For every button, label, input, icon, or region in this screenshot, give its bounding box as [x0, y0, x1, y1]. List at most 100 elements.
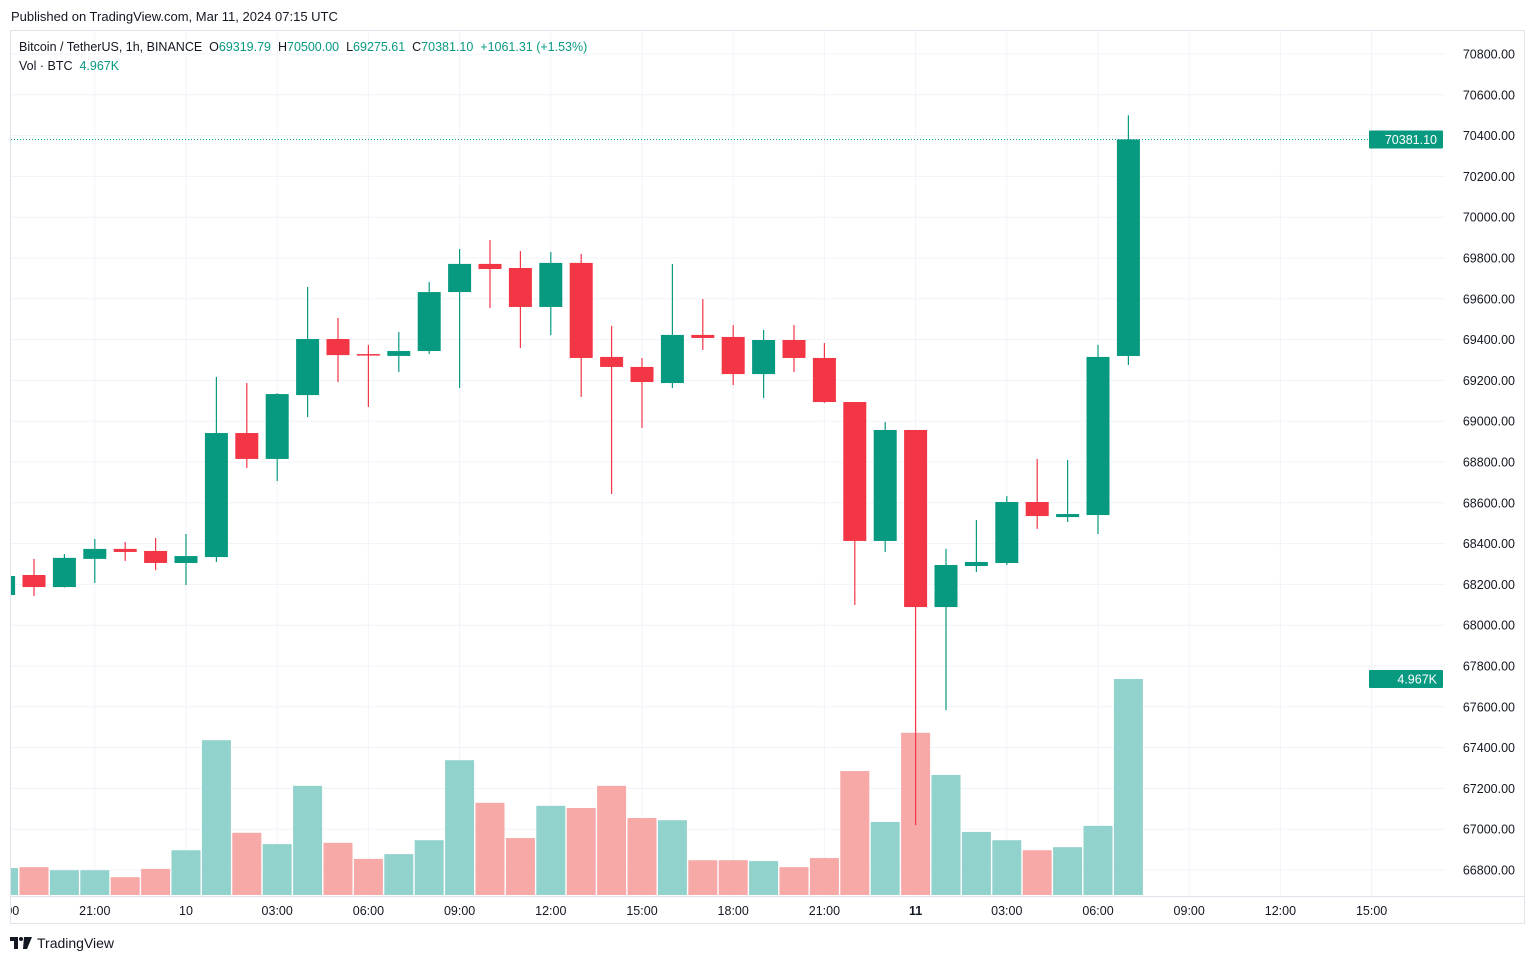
volume-bar — [1083, 825, 1113, 895]
footer: TradingView — [10, 935, 114, 951]
volume-bar — [1022, 850, 1052, 895]
high-label: H — [277, 40, 287, 54]
candle-body — [144, 550, 168, 563]
time-tick-label: 18:00 — [718, 904, 749, 918]
price-tick-label: 70000.00 — [1463, 211, 1515, 225]
candle-body — [235, 433, 259, 459]
candle-body — [843, 402, 867, 541]
volume-bar — [1113, 679, 1143, 895]
candle-body — [508, 267, 532, 307]
volume-bar — [749, 861, 779, 895]
candle-body — [417, 292, 441, 352]
published-caption: Published on TradingView.com, Mar 11, 20… — [11, 9, 338, 24]
volume-bar — [19, 867, 49, 895]
price-tick-label: 67000.00 — [1463, 823, 1515, 837]
volume-bar — [80, 870, 110, 895]
volume-bar — [1053, 847, 1083, 895]
candle-body — [478, 263, 502, 270]
change-value: +1061.31 (+1.53%) — [480, 40, 588, 54]
candle-body — [630, 366, 654, 383]
volume-label[interactable]: Vol · BTC — [19, 59, 73, 73]
price-tick-label: 67800.00 — [1463, 660, 1515, 674]
candle-body — [539, 262, 563, 307]
volume-bar — [718, 860, 748, 895]
volume-bar — [262, 844, 292, 895]
price-tick-label: 70200.00 — [1463, 170, 1515, 184]
volume-bar — [657, 820, 687, 895]
candle-body — [356, 354, 380, 356]
last-volume-badge-bg — [1369, 670, 1443, 688]
time-tick-label: 21:00 — [79, 904, 110, 918]
time-tick-label: 12:00 — [1265, 904, 1296, 918]
high-value: 70500.00 — [287, 40, 340, 54]
price-tick-label: 70400.00 — [1463, 129, 1515, 143]
candle-body — [265, 394, 289, 459]
price-tick-label: 70600.00 — [1463, 88, 1515, 102]
volume-bar — [171, 850, 201, 895]
last-price-badge: 70381.10 — [1385, 133, 1437, 147]
volume-bar — [414, 840, 444, 895]
candle-body — [11, 576, 16, 596]
price-tick-label: 69400.00 — [1463, 333, 1515, 347]
candle-body — [873, 429, 897, 541]
volume-bar — [840, 771, 870, 895]
candle-body — [326, 338, 350, 356]
volume-bar — [779, 867, 809, 895]
price-axis[interactable]: 70800.00 70600.00 70400.00 70200.00 70000.00… — [1463, 48, 1515, 878]
last-volume-badge: 4.967K — [1397, 673, 1437, 687]
ohlc-row: Bitcoin / TetherUS, 1h, BINANCE O69319.7… — [19, 38, 587, 57]
volume-bar — [384, 854, 414, 895]
symbol-title[interactable]: Bitcoin / TetherUS, 1h, BINANCE — [19, 40, 203, 54]
candle-body — [204, 433, 228, 558]
volume-bar — [536, 805, 566, 895]
candles — [11, 115, 1140, 826]
volume-bar — [566, 808, 596, 895]
price-tick-label: 70800.00 — [1463, 48, 1515, 62]
volume-bar — [931, 774, 961, 895]
volume-bar — [870, 821, 900, 895]
price-tick-label: 68600.00 — [1463, 496, 1515, 510]
volume-bar — [232, 832, 262, 895]
time-tick-label: 11 — [909, 904, 922, 918]
low-value: 69275.61 — [353, 40, 406, 54]
volume-bars — [11, 679, 1143, 895]
volume-bar — [597, 785, 627, 895]
candle-body — [691, 334, 715, 338]
price-tick-label: 67400.00 — [1463, 741, 1515, 755]
candle-body — [83, 548, 107, 559]
time-tick-label: 09:00 — [444, 904, 475, 918]
volume-bar — [992, 840, 1022, 895]
candle-body — [934, 565, 958, 608]
tradingview-logo-icon — [10, 937, 32, 949]
price-tick-label: 68000.00 — [1463, 619, 1515, 633]
time-tick-label: 15:00 — [626, 904, 657, 918]
volume-value: 4.967K — [79, 59, 120, 73]
price-tick-label: 69000.00 — [1463, 415, 1515, 429]
volume-bar — [293, 785, 323, 895]
time-tick-label: 09:00 — [1174, 904, 1205, 918]
candle-body — [22, 575, 46, 588]
price-tick-label: 69800.00 — [1463, 252, 1515, 266]
candle-body — [1056, 514, 1080, 518]
axis-badges: 70381.10 4.967K — [1369, 130, 1443, 688]
open-label: O — [209, 40, 219, 54]
candle-body — [964, 561, 988, 567]
time-axis[interactable]: 18:00 21:00 10 03:00 06:00 09:00 12:00 15:00 18:… — [0, 904, 1387, 918]
volume-bar — [688, 860, 718, 895]
candle-body — [782, 340, 806, 358]
volume-bar — [49, 870, 79, 895]
time-tick-label: 10 — [179, 904, 193, 918]
candle-body — [995, 501, 1019, 563]
volume-bar — [110, 877, 140, 895]
candle-body — [1025, 501, 1049, 517]
price-tick-label: 67200.00 — [1463, 782, 1515, 796]
volume-bar — [961, 831, 991, 895]
candle-body — [812, 357, 836, 403]
volume-bar — [809, 858, 839, 895]
volume-bar — [475, 802, 505, 895]
tradingview-brand[interactable]: TradingView — [37, 935, 115, 951]
price-tick-label: 68800.00 — [1463, 456, 1515, 470]
grid — [11, 31, 1445, 896]
chart-frame — [10, 30, 1525, 924]
